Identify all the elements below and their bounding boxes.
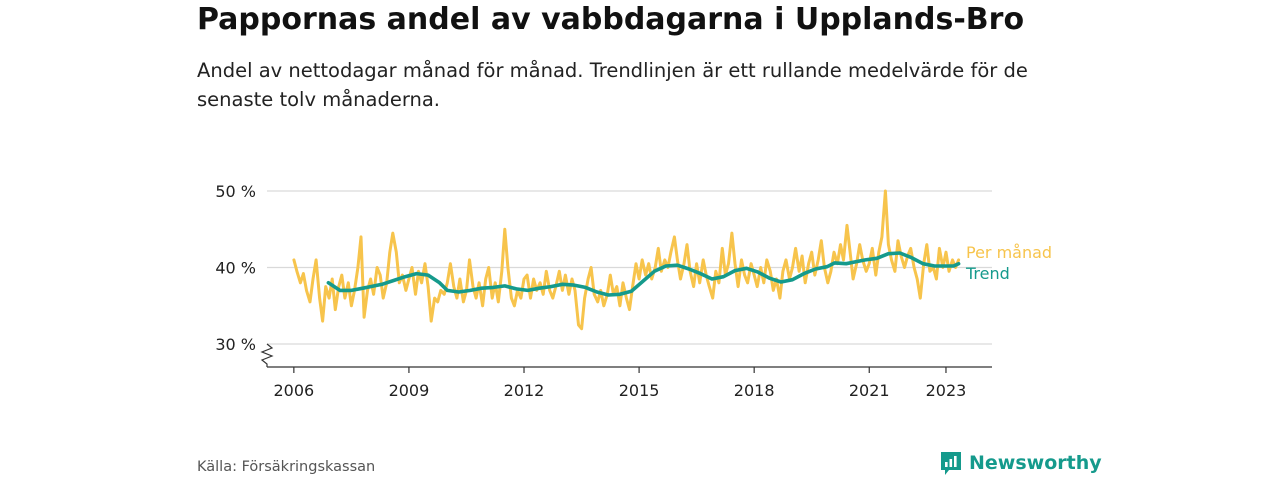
x-tick-label: 2012	[504, 381, 545, 400]
axis-break-icon	[260, 343, 274, 367]
chart-subtitle: Andel av nettodagar månad för månad. Tre…	[197, 59, 1028, 111]
series-label-per-manad: Per månad	[966, 243, 1052, 262]
newsworthy-logo-icon	[941, 452, 961, 475]
x-tick-label: 2023	[926, 381, 967, 400]
x-tick-label: 2009	[389, 381, 430, 400]
series-label-trend: Trend	[965, 264, 1010, 283]
series-line-trend	[326, 251, 961, 297]
source-note: Källa: Försäkringskassan	[197, 459, 376, 475]
x-tick-label: 2006	[273, 381, 314, 400]
x-tick-label: 2015	[619, 381, 660, 400]
x-tick-label: 2018	[734, 381, 775, 400]
brand: Newsworthy	[939, 450, 1102, 476]
y-tick-label: 40 %	[215, 259, 256, 278]
x-tick-label: 2021	[849, 381, 890, 400]
y-tick-label: 30 %	[215, 335, 256, 354]
series-line-per-manad	[292, 189, 961, 331]
y-tick-label: 50 %	[215, 182, 256, 201]
brand-name: Newsworthy	[969, 452, 1102, 474]
chart-title: Pappornas andel av vabbdagarna i Uppland…	[197, 2, 1025, 37]
